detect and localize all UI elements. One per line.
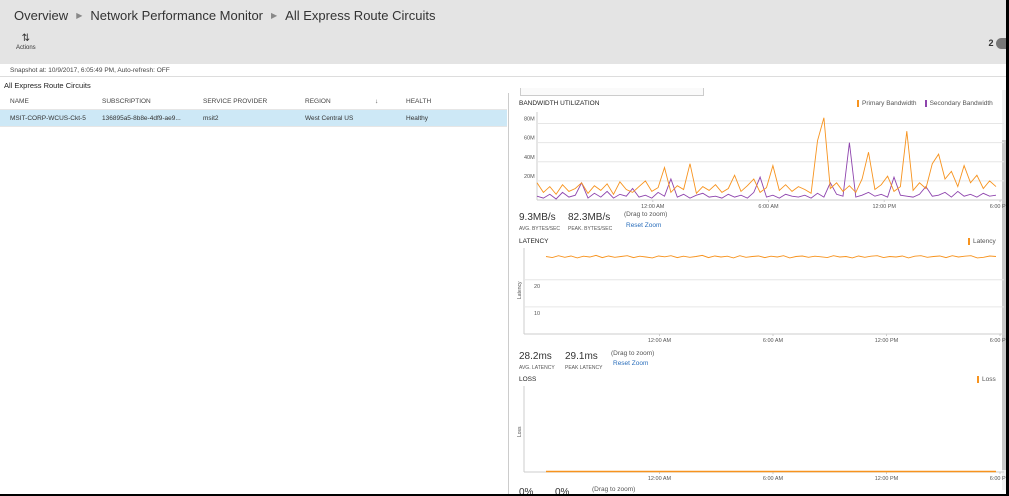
col-subscription[interactable]: SUBSCRIPTION — [102, 97, 151, 105]
x-tick-label: 6:00 PM — [990, 338, 1006, 344]
breadcrumb: Overview ▶ Network Performance Monitor ▶… — [14, 8, 435, 23]
breadcrumb-overview[interactable]: Overview — [14, 8, 69, 23]
scrollbar[interactable] — [1002, 90, 1006, 490]
x-tick-label: 6:00 AM — [763, 338, 784, 344]
bandwidth-avg: 9.3MB/s — [519, 212, 556, 223]
latency-legend[interactable]: Latency — [968, 238, 996, 245]
chevron-right-icon: ▶ — [76, 11, 83, 20]
series-line-latency — [545, 254, 997, 259]
bandwidth-avg-label: AVG. BYTES/SEC — [519, 226, 561, 232]
table-row[interactable]: MSIT-CORP-WCUS-Ckt-5 136895a5-8b8e-4df9-… — [0, 110, 507, 127]
latency-chart[interactable]: 10 20 Latency 12:00 AM 6:00 AM 12:00 PM 6:00 P… — [510, 246, 1006, 348]
breadcrumb-npm[interactable]: Network Performance Monitor — [90, 8, 264, 23]
chevron-right-icon: ▶ — [271, 11, 278, 20]
list-title: All Express Route Circuits — [4, 81, 91, 90]
info-icon — [996, 38, 1006, 50]
x-tick-label: 6:00 PM — [990, 204, 1006, 210]
cell-region: West Central US — [305, 114, 354, 122]
pane-divider — [508, 93, 509, 494]
bandwidth-chart[interactable]: 20M 40M 60M 80M 12:00 AM 6:00 AM 12:00 PM 6:00 … — [510, 108, 1006, 210]
x-tick-label: 12:00 AM — [641, 204, 665, 210]
loss-avg: 0% — [519, 487, 534, 494]
actions-button[interactable]: ⇅ Actions — [16, 33, 36, 51]
loss-legend[interactable]: Loss — [977, 376, 996, 383]
bandwidth-title: BANDWIDTH UTILIZATION — [519, 100, 600, 107]
x-tick-label: 12:00 PM — [875, 476, 899, 482]
col-name[interactable]: NAME — [10, 97, 29, 105]
y-tick-label: 10 — [534, 311, 540, 317]
snapshot-status: Snapshot at: 10/9/2017, 6:05:49 PM, Auto… — [10, 67, 170, 74]
y-tick-label: 40M — [524, 155, 535, 161]
x-tick-label: 6:00 AM — [763, 476, 784, 482]
latency-peak: 29.1ms — [565, 351, 598, 362]
breadcrumb-circuits[interactable]: All Express Route Circuits — [285, 8, 436, 23]
bandwidth-legend: Primary Bandwidth Secondary Bandwidth — [857, 100, 993, 107]
legend-primary[interactable]: Primary Bandwidth — [857, 100, 917, 107]
header: Overview ▶ Network Performance Monitor ▶… — [0, 0, 1006, 64]
y-tick-label: 60M — [524, 136, 535, 142]
sort-arrow-icon[interactable]: ↓ — [375, 97, 379, 105]
drag-hint: (Drag to zoom) — [624, 211, 668, 218]
series-line-secondary-bandwidth — [536, 142, 997, 200]
actions-label: Actions — [16, 45, 36, 51]
y-tick-label: 20 — [534, 284, 540, 290]
x-tick-label: 12:00 AM — [648, 476, 672, 482]
sliders-icon: ⇅ — [21, 33, 31, 44]
cell-provider: msit2 — [203, 114, 219, 122]
latency-title: LATENCY — [519, 238, 549, 245]
notifications-button[interactable]: 2 — [988, 38, 1006, 50]
col-provider[interactable]: SERVICE PROVIDER — [203, 97, 268, 105]
x-tick-label: 6:00 AM — [758, 204, 779, 210]
loss-peak: 0% — [555, 487, 570, 494]
divider — [0, 76, 1006, 77]
notification-count: 2 — [988, 38, 994, 48]
loss-title: LOSS — [519, 376, 537, 383]
y-tick-label: 20M — [524, 174, 535, 180]
latency-peak-label: PEAK LATENCY — [565, 365, 603, 371]
panel-tab — [520, 88, 704, 96]
x-tick-label: 12:00 AM — [648, 338, 672, 344]
series-line-primary-bandwidth — [536, 117, 997, 196]
table-header: NAME SUBSCRIPTION SERVICE PROVIDER REGIO… — [0, 93, 507, 110]
cell-name: MSIT-CORP-WCUS-Ckt-5 — [10, 114, 86, 122]
drag-hint: (Drag to zoom) — [611, 350, 655, 357]
y-axis-label: Loss — [517, 426, 523, 437]
legend-secondary[interactable]: Secondary Bandwidth — [924, 100, 993, 107]
col-region[interactable]: REGION — [305, 97, 331, 105]
x-tick-label: 6:00 PM — [990, 476, 1006, 482]
scrollbar-thumb[interactable] — [1002, 140, 1006, 470]
loss-chart[interactable]: Loss 12:00 AM 6:00 AM 12:00 PM 6:00 PM — [510, 384, 1006, 486]
latency-avg: 28.2ms — [519, 351, 552, 362]
bandwidth-peak: 82.3MB/s — [568, 212, 611, 223]
reset-zoom-link[interactable]: Reset Zoom — [626, 222, 662, 229]
y-axis-label: Latency — [517, 281, 523, 299]
cell-health: Healthy — [406, 114, 429, 122]
x-tick-label: 12:00 PM — [875, 338, 899, 344]
circuits-table: NAME SUBSCRIPTION SERVICE PROVIDER REGIO… — [0, 93, 507, 127]
latency-avg-label: AVG. LATENCY — [519, 365, 555, 371]
cell-subscription: 136895a5-8b8e-4df9-ae9... — [102, 114, 181, 122]
col-health[interactable]: HEALTH — [406, 97, 432, 105]
x-tick-label: 12:00 PM — [872, 204, 896, 210]
drag-hint: (Drag to zoom) — [592, 486, 636, 493]
bandwidth-peak-label: PEAK. BYTES/SEC — [568, 226, 613, 232]
reset-zoom-link[interactable]: Reset Zoom — [613, 360, 649, 367]
y-tick-label: 80M — [524, 117, 535, 123]
